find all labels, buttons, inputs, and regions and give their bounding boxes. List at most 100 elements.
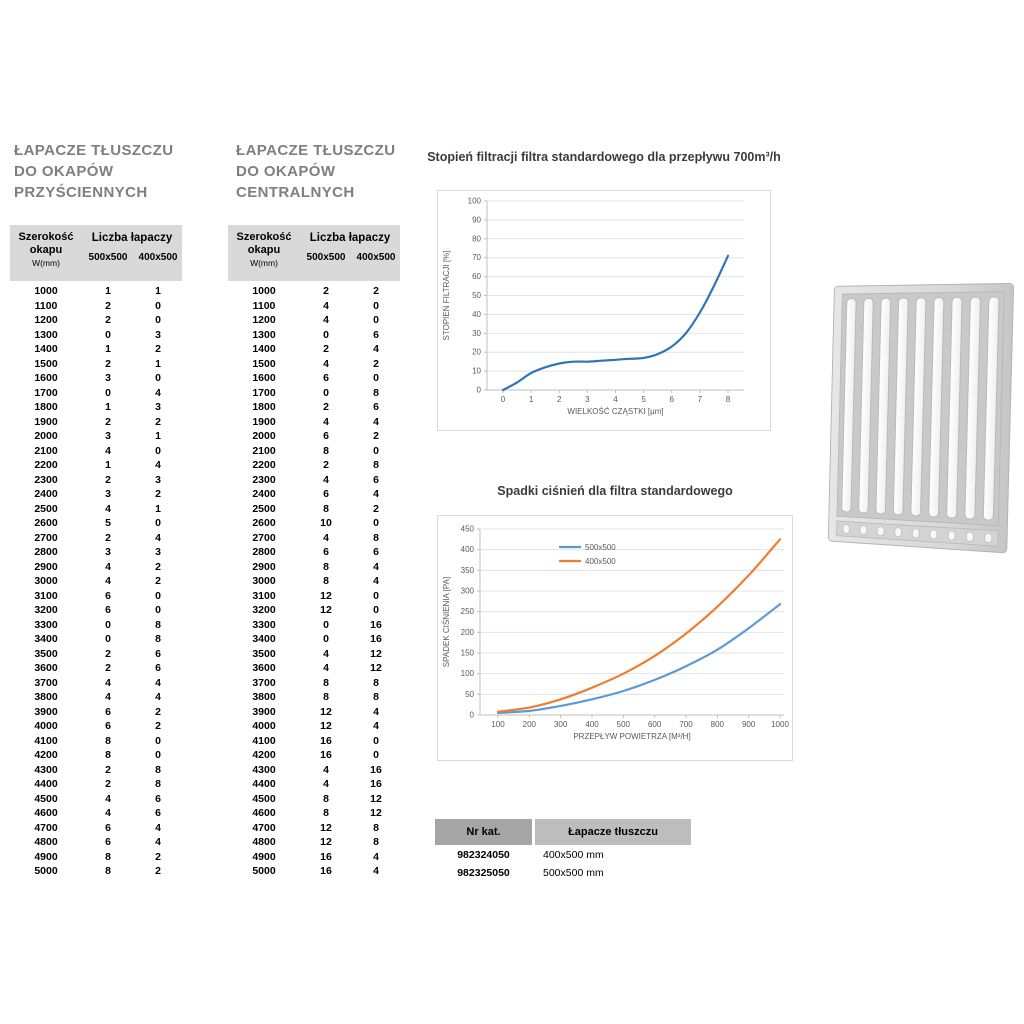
filter-count-cell: 1: [155, 357, 161, 370]
filter-count-cell: 8: [323, 502, 329, 515]
filter-count-cell: 2: [155, 575, 161, 587]
svg-text:400: 400: [585, 720, 599, 729]
table-row: 2900 4 2: [10, 560, 182, 575]
svg-text:150: 150: [461, 649, 475, 658]
table-row: 4200 16 0: [228, 748, 400, 763]
filter-count-cell: 4: [323, 647, 329, 660]
filter-count-cell: 2: [155, 850, 161, 863]
table-row: 4300 2 8: [10, 763, 182, 778]
filter-count-cell: 16: [320, 749, 332, 761]
size-column-400x500: 400x500: [138, 252, 178, 263]
hood-width-cell: 1900: [252, 415, 276, 428]
table-row: 2400 3 2: [10, 487, 182, 502]
hood-width-cell: 5000: [34, 865, 58, 877]
filter-count-cell: 0: [105, 328, 111, 341]
svg-text:350: 350: [461, 566, 475, 575]
filter-count-cell: 0: [155, 444, 161, 457]
svg-text:10: 10: [472, 367, 481, 376]
hood-width-cell: 4600: [34, 807, 58, 819]
table-row: 1100 2 0: [10, 299, 182, 314]
hood-width-cell: 1000: [34, 285, 58, 297]
table-row: 4100 16 0: [228, 734, 400, 749]
table-row: 4800 6 4: [10, 835, 182, 850]
title-line: PRZYŚCIENNYCH: [14, 184, 148, 201]
table-row: 1900 2 2: [10, 415, 182, 430]
filter-count-cell: 6: [373, 473, 379, 486]
hood-width-cell: 2700: [252, 531, 276, 544]
hood-width-cell: 2600: [252, 517, 276, 529]
table-row: 3600 2 6: [10, 661, 182, 676]
hood-width-cell: 4500: [252, 792, 276, 805]
filter-count-cell: 1: [105, 459, 111, 471]
filter-count-cell: 16: [370, 778, 382, 790]
filter-count-cell: 3: [105, 430, 111, 442]
svg-text:40: 40: [472, 310, 481, 319]
filter-count-cell: 4: [373, 343, 379, 355]
filter-count-cell: 8: [323, 691, 329, 703]
hood-width-cell: 4200: [34, 749, 58, 761]
table-row: 4800 12 8: [228, 835, 400, 850]
hood-width-cell: 1800: [34, 401, 58, 413]
hood-width-cell: 4100: [252, 734, 276, 747]
hood-width-cell: 4000: [34, 720, 58, 732]
filter-count-cell: 0: [373, 372, 379, 384]
filter-count-cell: 4: [373, 850, 379, 863]
hood-width-cell: 3200: [34, 604, 58, 616]
filter-count-cell: 0: [155, 517, 161, 529]
hood-width-cell: 3500: [34, 647, 58, 660]
central-hoods-filter-table: Szerokość okapu W(mm) Liczba łapaczy 500…: [228, 225, 400, 879]
hood-width-cell: 2800: [34, 546, 58, 558]
hood-width-cell: 3300: [34, 618, 58, 631]
filter-count-cell: 4: [155, 691, 161, 703]
filter-count-cell: 1: [105, 401, 111, 413]
table-row: 1200 2 0: [10, 313, 182, 328]
svg-text:80: 80: [472, 234, 481, 243]
hood-width-cell: 4600: [252, 807, 276, 819]
filter-count-cell: 1: [155, 502, 161, 515]
table-row: 1000 1 1: [10, 284, 182, 299]
svg-text:100: 100: [461, 669, 475, 678]
title-line: DO OKAPÓW: [236, 163, 336, 180]
filter-count-cell: 6: [155, 807, 161, 819]
svg-text:1: 1: [529, 395, 534, 404]
filter-count-cell: 6: [373, 328, 379, 341]
hood-width-cell: 1600: [34, 372, 58, 384]
filter-count-cell: 4: [105, 807, 111, 819]
svg-text:3: 3: [585, 395, 590, 404]
table-row: 2800 3 3: [10, 545, 182, 560]
central-hoods-title: ŁAPACZE TŁUSZCZU DO OKAPÓW CENTRALNYCH: [236, 140, 395, 203]
filter-count-cell: 2: [105, 357, 111, 370]
filter-count-cell: 8: [373, 459, 379, 471]
filter-count-cell: 2: [105, 473, 111, 486]
svg-text:20: 20: [472, 348, 481, 357]
filter-count-cell: 16: [320, 734, 332, 747]
filter-count-cell: 6: [105, 821, 111, 834]
filter-count-cell: 8: [323, 676, 329, 689]
filter-count-cell: 0: [155, 749, 161, 761]
svg-text:500: 500: [617, 720, 631, 729]
table-row: 3900 12 4: [228, 705, 400, 720]
filter-count-cell: 0: [105, 386, 111, 399]
filter-count-cell: 3: [105, 488, 111, 500]
hood-width-cell: 3900: [34, 705, 58, 718]
svg-text:300: 300: [554, 720, 568, 729]
filter-count-cell: 4: [373, 575, 379, 587]
filter-count-cell: 2: [155, 720, 161, 732]
filtration-chart: 0 10 20 30 40 50 60 70 80 90 100 0 1 2 3 4 5 6 7 8 WIELKOŚĆ …: [437, 190, 771, 431]
filter-count-cell: 0: [373, 314, 379, 326]
filter-count-cell: 0: [155, 299, 161, 312]
filter-count-cell: 3: [155, 328, 161, 341]
hood-width-cell: 3700: [252, 676, 276, 689]
table-row: 3700 4 4: [10, 676, 182, 691]
filter-count-cell: 2: [155, 343, 161, 355]
hood-width-cell: 4300: [252, 763, 276, 776]
pressure-chart-title: Spadki ciśnień dla filtra standardowego: [497, 484, 733, 498]
filter-count-cell: 6: [323, 372, 329, 384]
hood-width-cell: 2300: [34, 473, 58, 486]
filter-count-cell: 2: [105, 647, 111, 660]
table-row: 1200 4 0: [228, 313, 400, 328]
hood-width-cell: 4000: [252, 720, 276, 732]
filter-count-cell: 4: [373, 560, 379, 573]
filter-count-cell: 4: [323, 415, 329, 428]
table-row: 1100 4 0: [228, 299, 400, 314]
